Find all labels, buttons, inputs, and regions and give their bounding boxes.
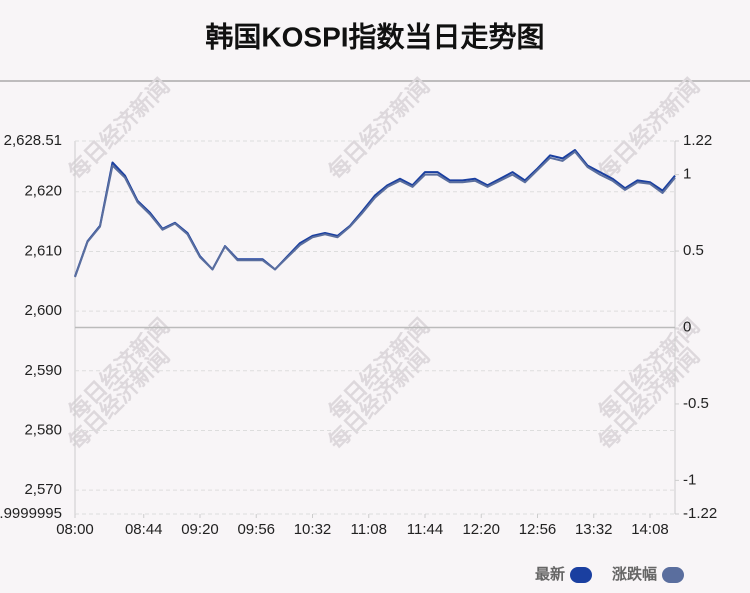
x-tick-label: 11:44 bbox=[407, 521, 443, 538]
legend-swatch bbox=[662, 567, 684, 583]
y2-tick-label: 0.5 bbox=[683, 242, 704, 259]
y-tick-label: 2,580 bbox=[24, 421, 62, 438]
y-tick-label: 2,610 bbox=[24, 242, 62, 259]
y2-tick-label: -1.22 bbox=[683, 505, 717, 522]
x-tick-label: 11:08 bbox=[351, 521, 387, 538]
x-tick-label: 12:56 bbox=[519, 521, 557, 538]
y-tick-label: 2,628.51 bbox=[4, 132, 62, 149]
y2-tick-label: -1 bbox=[683, 471, 696, 488]
y-tick-label: 2,620 bbox=[24, 183, 62, 200]
x-tick-label: 08:44 bbox=[125, 521, 163, 538]
legend-item: 涨跌幅 bbox=[612, 565, 684, 583]
x-tick-label: 12:20 bbox=[462, 521, 500, 538]
y-tick-label: 2,600 bbox=[24, 302, 62, 319]
y-tick-label: 2,590 bbox=[24, 362, 62, 379]
y-tick-label: 2,570 bbox=[24, 481, 62, 498]
x-tick-label: 08:00 bbox=[56, 521, 94, 538]
y2-tick-label: 0 bbox=[683, 318, 691, 335]
x-tick-label: 13:32 bbox=[575, 521, 613, 538]
legend-label: 涨跌幅 bbox=[612, 565, 657, 583]
legend-label: 最新 bbox=[535, 565, 565, 583]
chart-title: 韩国KOSPI指数当日走势图 bbox=[205, 21, 544, 52]
series-line bbox=[74, 150, 676, 278]
x-tick-label: 09:20 bbox=[181, 521, 219, 538]
y2-tick-label: 1 bbox=[683, 166, 691, 183]
x-tick-label: 09:56 bbox=[237, 521, 275, 538]
x-tick-label: 10:32 bbox=[294, 521, 332, 538]
legend-swatch bbox=[570, 567, 592, 583]
legend-item: 最新 bbox=[535, 565, 592, 583]
y2-tick-label: 1.22 bbox=[683, 132, 712, 149]
x-tick-label: 14:08 bbox=[631, 521, 669, 538]
y2-tick-label: -0.5 bbox=[683, 395, 709, 412]
y-tick-label: 2,565.9999995 bbox=[0, 505, 62, 522]
